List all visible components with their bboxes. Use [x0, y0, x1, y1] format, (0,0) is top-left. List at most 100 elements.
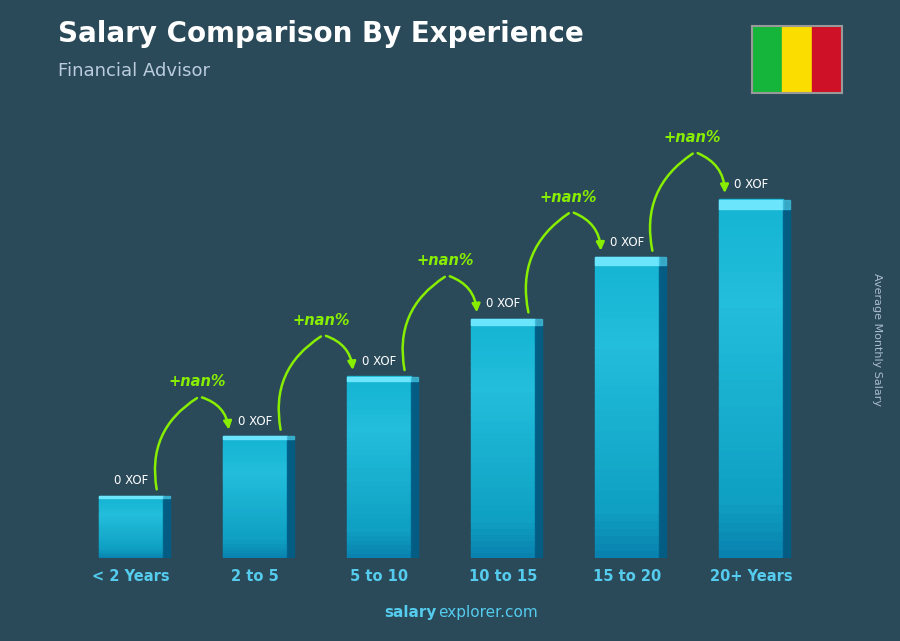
Bar [99, 520, 164, 522]
Bar [223, 436, 287, 440]
Bar [223, 463, 287, 467]
Bar [595, 324, 659, 333]
Bar [718, 504, 783, 513]
Bar [223, 527, 287, 530]
Text: +nan%: +nan% [168, 374, 226, 390]
Bar [783, 209, 789, 558]
Bar [471, 444, 536, 450]
Bar [595, 265, 659, 272]
Bar [595, 467, 659, 475]
Bar [164, 496, 170, 497]
Bar [223, 448, 287, 451]
Bar [99, 545, 164, 547]
Bar [346, 403, 411, 408]
Bar [346, 480, 411, 485]
Bar [99, 522, 164, 524]
Bar [595, 310, 659, 317]
Bar [471, 342, 536, 349]
Bar [471, 331, 536, 337]
Bar [595, 385, 659, 392]
Bar [471, 324, 536, 331]
Bar [223, 442, 287, 445]
Bar [718, 280, 783, 289]
Bar [471, 319, 536, 325]
Text: salary: salary [384, 606, 436, 620]
Bar [536, 319, 542, 325]
Bar [471, 354, 536, 361]
Bar [99, 497, 164, 499]
Bar [781, 26, 812, 93]
Text: 0 XOF: 0 XOF [734, 178, 768, 191]
Text: Average Monthly Salary: Average Monthly Salary [872, 273, 883, 406]
Bar [346, 440, 411, 445]
Bar [471, 378, 536, 385]
Bar [471, 385, 536, 390]
Bar [99, 506, 164, 508]
Bar [346, 408, 411, 413]
Bar [346, 449, 411, 454]
Bar [99, 513, 164, 515]
Bar [99, 533, 164, 535]
Bar [223, 506, 287, 509]
Bar [223, 536, 287, 540]
Bar [99, 502, 164, 504]
Bar [164, 497, 170, 558]
Bar [718, 513, 783, 522]
Bar [223, 445, 287, 449]
Bar [346, 526, 411, 531]
Text: Financial Advisor: Financial Advisor [58, 62, 211, 80]
Bar [223, 497, 287, 500]
Bar [346, 435, 411, 440]
Text: +nan%: +nan% [292, 313, 349, 328]
Bar [346, 530, 411, 535]
Bar [346, 462, 411, 467]
Bar [99, 514, 164, 516]
Bar [99, 515, 164, 517]
Bar [718, 396, 783, 406]
Bar [718, 369, 783, 379]
Bar [99, 553, 164, 554]
Bar [718, 441, 783, 450]
Bar [346, 476, 411, 481]
Bar [346, 471, 411, 476]
Bar [471, 432, 536, 438]
Bar [99, 510, 164, 512]
Bar [595, 452, 659, 460]
Bar [346, 426, 411, 431]
Bar [346, 377, 411, 381]
Bar [718, 307, 783, 316]
Bar [223, 542, 287, 545]
Bar [595, 482, 659, 490]
Bar [99, 539, 164, 541]
Bar [471, 474, 536, 480]
Bar [223, 539, 287, 542]
Bar [659, 265, 666, 558]
Bar [595, 272, 659, 280]
Bar [595, 279, 659, 287]
Text: +nan%: +nan% [540, 190, 598, 204]
Bar [471, 372, 536, 379]
Bar [223, 554, 287, 558]
Bar [99, 505, 164, 507]
Bar [223, 454, 287, 458]
Bar [223, 551, 287, 554]
Bar [99, 549, 164, 551]
Bar [595, 377, 659, 385]
Bar [99, 523, 164, 526]
Bar [346, 467, 411, 472]
Bar [718, 522, 783, 531]
Bar [812, 26, 842, 93]
Bar [99, 496, 164, 497]
Bar [346, 385, 411, 390]
Text: 0 XOF: 0 XOF [610, 236, 644, 249]
Bar [595, 497, 659, 505]
Bar [718, 351, 783, 361]
Bar [223, 437, 287, 440]
Bar [346, 499, 411, 503]
Bar [718, 495, 783, 504]
Bar [346, 508, 411, 512]
Bar [595, 512, 659, 520]
Bar [99, 500, 164, 502]
Bar [718, 200, 783, 209]
Bar [471, 462, 536, 468]
